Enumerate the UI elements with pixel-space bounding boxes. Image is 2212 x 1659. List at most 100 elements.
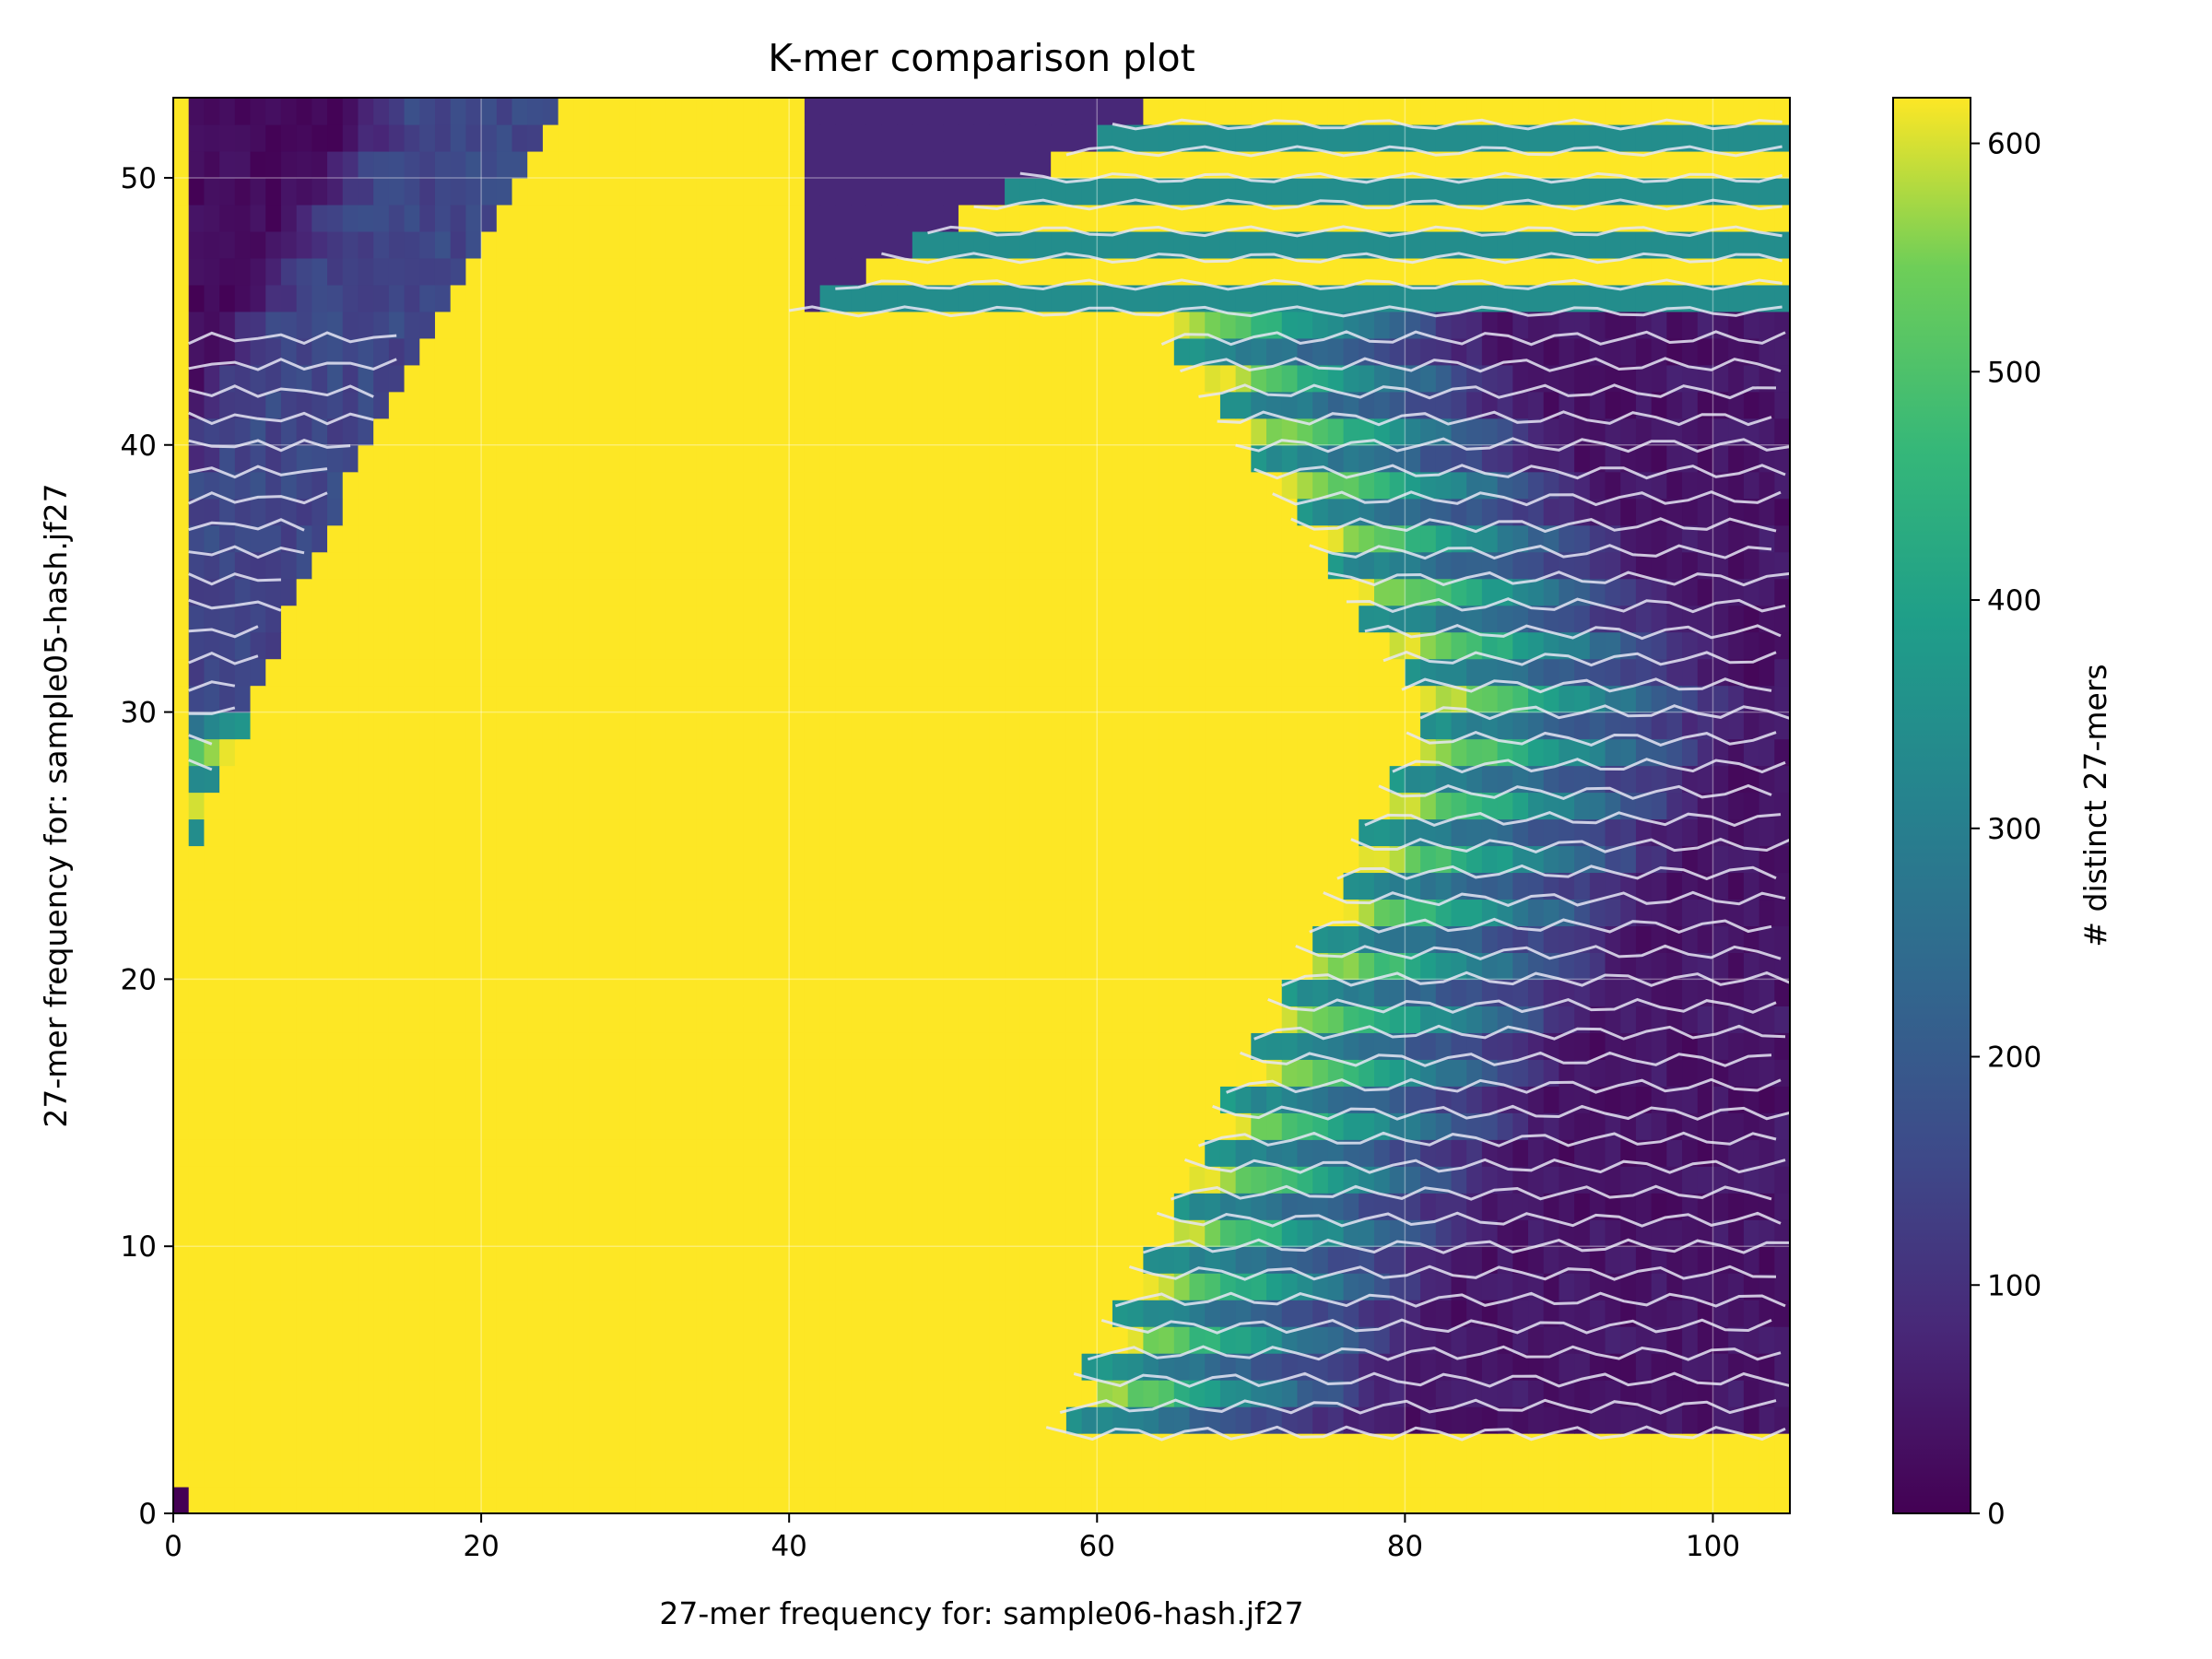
heat-cell	[573, 551, 590, 580]
heat-cell	[188, 631, 205, 660]
heat-cell	[1589, 1193, 1606, 1220]
heat-cell	[1682, 1059, 1699, 1087]
heat-cell	[1219, 872, 1237, 900]
heat-cell	[204, 284, 220, 312]
heat-cell	[1035, 1273, 1052, 1300]
heat-cell	[865, 1273, 883, 1300]
heat-cell	[1559, 738, 1575, 767]
heat-cell	[835, 712, 852, 740]
heat-cell	[650, 792, 667, 820]
heat-cell	[804, 925, 821, 953]
heat-cell	[573, 1433, 590, 1461]
heat-cell	[1373, 685, 1391, 713]
heat-cell	[1589, 311, 1606, 339]
heat-cell	[1019, 1219, 1037, 1247]
heat-cell	[958, 1219, 975, 1247]
heat-cell	[650, 1460, 667, 1488]
heat-cell	[1266, 1193, 1283, 1220]
heat-cell	[927, 364, 944, 393]
heat-cell	[1189, 498, 1206, 526]
heat-cell	[1235, 605, 1252, 633]
heat-cell	[1065, 872, 1083, 900]
heat-cell	[1312, 658, 1329, 687]
heat-cell	[234, 498, 252, 526]
heat-cell	[1189, 1166, 1206, 1194]
heat-cell	[789, 471, 806, 500]
heat-cell	[1035, 284, 1052, 312]
heat-cell	[1219, 444, 1237, 473]
heat-cell	[1420, 471, 1437, 500]
heat-cell	[1051, 1273, 1067, 1300]
heat-cell	[989, 1380, 1006, 1407]
heat-cell	[250, 899, 266, 927]
heat-cell	[773, 1193, 790, 1220]
heat-cell	[234, 952, 252, 980]
heat-cell	[989, 230, 1006, 259]
heat-cell	[1235, 899, 1252, 927]
heat-cell	[296, 311, 312, 339]
heat-cell	[327, 578, 344, 606]
heat-cell	[1543, 1112, 1560, 1140]
heat-cell	[1620, 1273, 1637, 1300]
heat-cell	[1728, 1326, 1745, 1354]
heat-cell	[1651, 1193, 1667, 1220]
heat-cell	[897, 337, 913, 366]
heat-cell	[865, 1139, 883, 1167]
heat-cell	[681, 444, 698, 473]
heat-cell	[1327, 1326, 1345, 1354]
heat-cell	[851, 444, 867, 473]
heat-cell	[897, 418, 913, 446]
heat-cell	[527, 658, 544, 687]
heat-cell	[619, 471, 636, 500]
heat-cell	[604, 1246, 621, 1274]
heat-cell	[1373, 1406, 1391, 1434]
heat-cell	[865, 1380, 883, 1407]
heat-cell	[1574, 257, 1591, 286]
heat-cell	[1097, 872, 1113, 900]
heat-cell	[296, 658, 312, 687]
heat-cell	[743, 1406, 759, 1434]
heat-cell	[465, 498, 482, 526]
heat-cell	[1205, 578, 1221, 606]
heat-cell	[388, 418, 406, 446]
heat-cell	[342, 792, 359, 820]
heat-cell	[1081, 952, 1098, 980]
heat-cell	[373, 311, 390, 339]
heat-cell	[1343, 364, 1359, 393]
heat-cell	[1389, 1433, 1406, 1461]
heat-cell	[1005, 925, 1021, 953]
heat-cell	[1035, 872, 1052, 900]
heat-cell	[573, 1193, 590, 1220]
heat-cell	[973, 257, 990, 286]
heat-cell	[1266, 1487, 1283, 1513]
heat-cell	[835, 1380, 852, 1407]
heat-cell	[1343, 284, 1359, 312]
heat-cell	[296, 738, 312, 767]
heat-cell	[1019, 845, 1037, 874]
heat-cell	[943, 1353, 959, 1381]
heat-cell	[989, 524, 1006, 553]
heat-cell	[897, 1032, 913, 1060]
heat-cell	[358, 1300, 374, 1327]
heat-cell	[865, 1006, 883, 1033]
heat-cell	[1359, 1219, 1375, 1247]
heat-cell	[265, 337, 282, 366]
heat-cell	[1359, 872, 1375, 900]
heat-cell	[1327, 872, 1345, 900]
heat-cell	[234, 631, 252, 660]
heat-cell	[619, 1353, 636, 1381]
heat-cell	[604, 899, 621, 927]
heat-cell	[1189, 418, 1206, 446]
heat-cell	[1005, 524, 1021, 553]
heat-cell	[973, 1139, 990, 1167]
heat-cell	[1065, 578, 1083, 606]
heat-cell	[1651, 1353, 1667, 1381]
heat-cell	[342, 845, 359, 874]
heat-cell	[1189, 1487, 1206, 1513]
heat-cell	[1219, 1166, 1237, 1194]
heat-cell	[743, 524, 759, 553]
heat-cell	[712, 872, 728, 900]
heat-cell	[1728, 1219, 1745, 1247]
heat-cell	[404, 364, 420, 393]
heat-cell	[1112, 230, 1129, 259]
